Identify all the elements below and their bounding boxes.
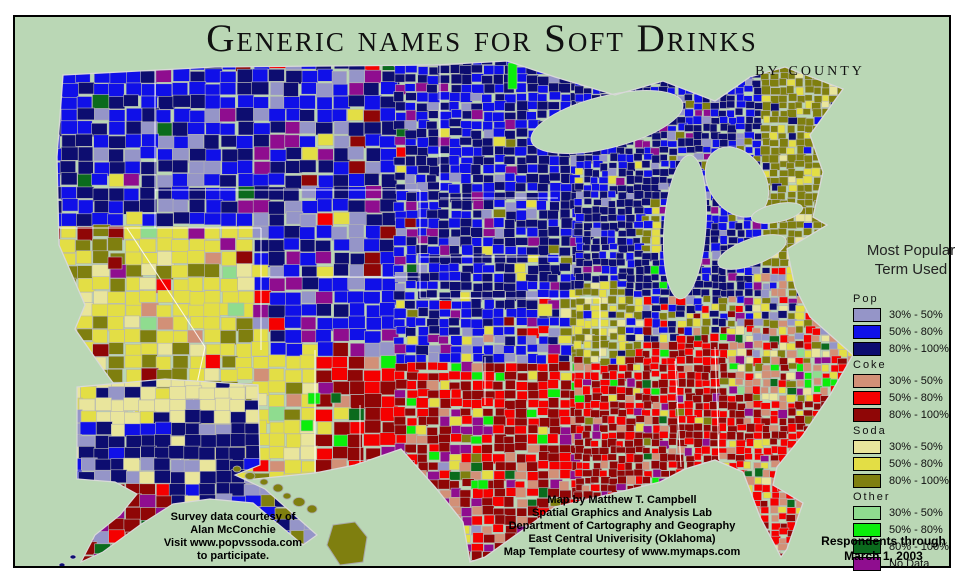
legend-swatch-soda30	[853, 439, 881, 454]
legend-group-name: Coke	[853, 359, 887, 371]
page-title: Generic names for Soft Drinks	[206, 17, 758, 60]
legend-sections: Pop 30% - 50% 50% - 80% 80% - 100% Coke 30% -…	[851, 293, 971, 572]
credit-line: Map Template courtesy of www.mymaps.com	[503, 546, 741, 558]
legend-swatch-soda80	[853, 473, 881, 488]
map-frame: Generic names for Soft Drinks by county …	[13, 15, 955, 571]
page-subtitle: by county	[755, 58, 865, 80]
legend-swatch-other80	[853, 539, 881, 554]
legend-group-pop: Pop 30% - 50% 50% - 80% 80% - 100%	[851, 293, 971, 357]
legend-row-label: 50% - 80%	[889, 391, 943, 404]
credit-line: Map by Matthew T. Campbell	[547, 494, 697, 506]
legend-row-label: 30% - 50%	[889, 308, 943, 321]
legend-row-label: 30% - 50%	[889, 506, 943, 519]
legend-group-soda: Soda 30% - 50% 50% - 80% 80% - 100%	[851, 425, 971, 489]
legend-swatch-other50	[853, 522, 881, 537]
credit-line: Respondents through	[821, 534, 946, 548]
legend-swatch-coke50	[853, 390, 881, 405]
legend-row: 80% - 100%	[851, 406, 971, 423]
legend-row: 50% - 80%	[851, 323, 971, 340]
legend-row-label: 80% - 100%	[889, 540, 949, 553]
legend-swatch-nodata	[853, 556, 881, 571]
legend-row: 30% - 50%	[851, 504, 971, 521]
legend-row: No Data	[851, 555, 971, 572]
legend-row: 80% - 100%	[851, 340, 971, 357]
credit-line: to participate.	[196, 550, 270, 562]
legend-heading-line: Term Used	[874, 261, 948, 278]
legend-row-label: 50% - 80%	[889, 523, 943, 536]
credit-line: March 1, 2003	[844, 549, 923, 563]
legend-row: 50% - 80%	[851, 455, 971, 472]
legend-swatch-pop80	[853, 341, 881, 356]
legend-group-name: Pop	[853, 293, 879, 305]
us-county-choropleth-map	[56, 60, 854, 566]
credit-line: Alan McConchie	[190, 524, 276, 536]
legend-swatch-coke30	[853, 373, 881, 388]
legend-swatch-pop30	[853, 307, 881, 322]
legend-row-label: 30% - 50%	[889, 440, 943, 453]
legend-heading-line: Most Popular	[866, 242, 956, 259]
legend-swatch-soda50	[853, 456, 881, 471]
credit-line: East Central Univerisity (Oklahoma)	[528, 533, 716, 545]
legend-row-label: 80% - 100%	[889, 408, 949, 421]
legend-row-label: 80% - 100%	[889, 474, 949, 487]
legend-swatch-other30	[853, 505, 881, 520]
map-author-credit: Map by Matthew T. Campbell Spatial Graph…	[487, 494, 757, 559]
legend-heading: Most Popular Term Used	[851, 241, 971, 279]
legend-row: 30% - 50%	[851, 438, 971, 455]
credit-line: Visit www.popvssoda.com	[163, 537, 303, 549]
legend-swatch-coke80	[853, 407, 881, 422]
legend-row-label: 80% - 100%	[889, 342, 949, 355]
legend-group-name: Soda	[853, 425, 887, 437]
legend-row: 30% - 50%	[851, 306, 971, 323]
legend: Most Popular Term Used Pop 30% - 50% 50% -…	[851, 241, 971, 574]
legend-row-label: No Data	[889, 557, 930, 570]
legend-group-name: Other	[853, 491, 891, 503]
legend-row-label: 50% - 80%	[889, 457, 943, 470]
legend-row: 80% - 100%	[851, 472, 971, 489]
legend-group-coke: Coke 30% - 50% 50% - 80% 80% - 100%	[851, 359, 971, 423]
credit-line: Survey data courtesy of	[170, 511, 296, 523]
legend-row: 50% - 80%	[851, 389, 971, 406]
legend-swatch-pop50	[853, 324, 881, 339]
legend-row-label: 50% - 80%	[889, 325, 943, 338]
legend-row: 80% - 100%	[851, 538, 971, 555]
legend-row-label: 30% - 50%	[889, 374, 943, 387]
legend-group-other: Other 30% - 50% 50% - 80% 80% - 100% No Data	[851, 491, 971, 572]
legend-row: 50% - 80%	[851, 521, 971, 538]
legend-row: 30% - 50%	[851, 372, 971, 389]
survey-credit: Survey data courtesy of Alan McConchie V…	[133, 511, 333, 563]
respondents-note: Respondents through March 1, 2003	[801, 534, 966, 564]
credit-line: Spatial Graphics and Analysis Lab	[532, 507, 712, 519]
credit-line: Department of Cartography and Geography	[508, 520, 736, 532]
